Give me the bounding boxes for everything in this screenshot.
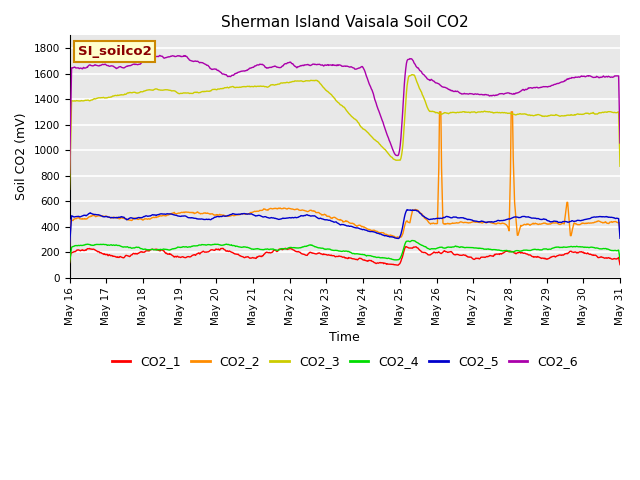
X-axis label: Time: Time <box>330 331 360 344</box>
Title: Sherman Island Vaisala Soil CO2: Sherman Island Vaisala Soil CO2 <box>221 15 468 30</box>
Text: SI_soilco2: SI_soilco2 <box>78 45 152 58</box>
Y-axis label: Soil CO2 (mV): Soil CO2 (mV) <box>15 113 28 200</box>
Legend: CO2_1, CO2_2, CO2_3, CO2_4, CO2_5, CO2_6: CO2_1, CO2_2, CO2_3, CO2_4, CO2_5, CO2_6 <box>107 350 583 373</box>
